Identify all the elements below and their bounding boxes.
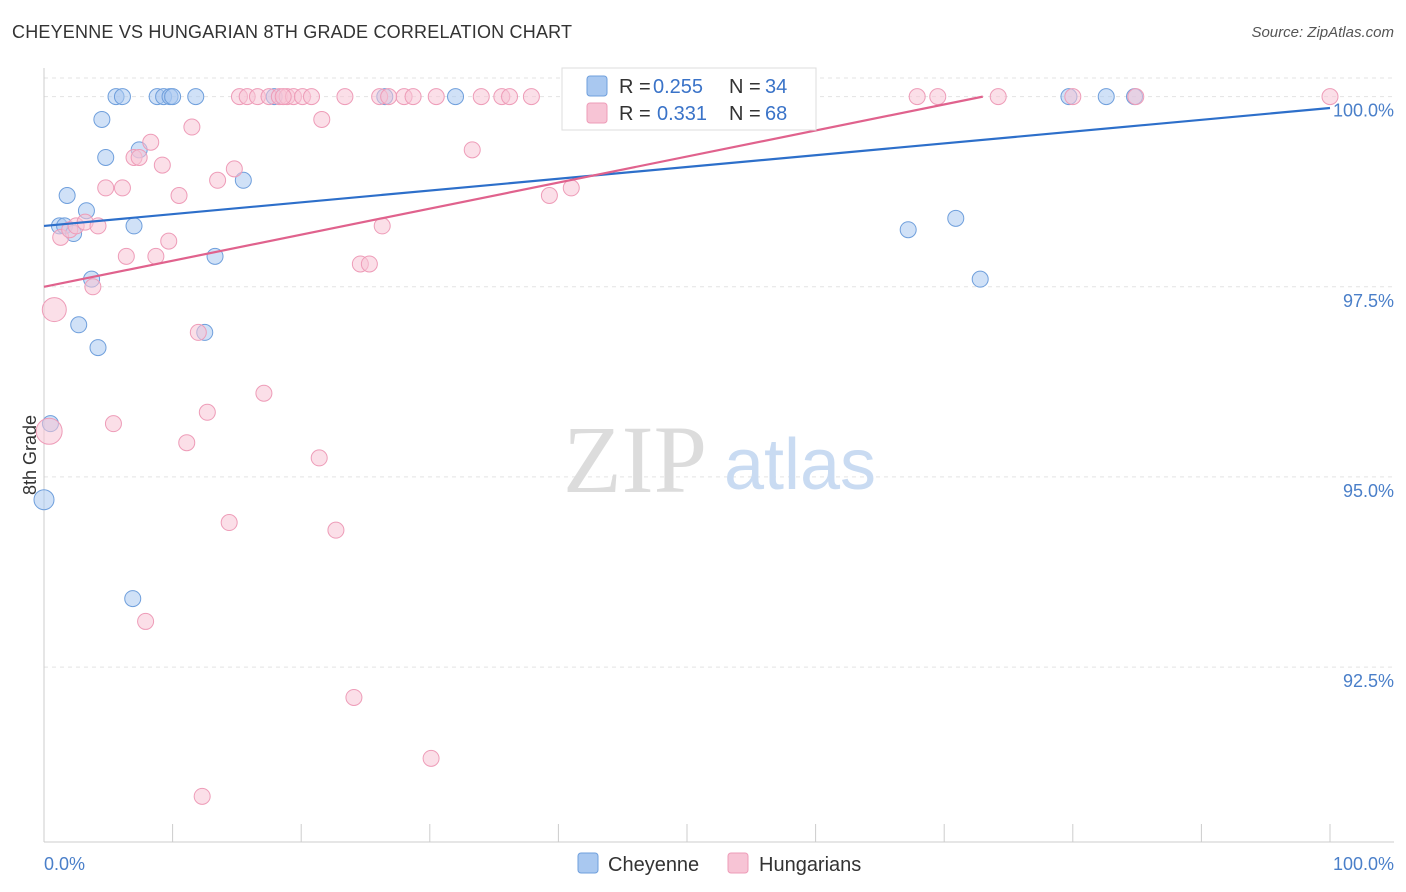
point-hungarians <box>220 514 238 532</box>
point-hungarians <box>84 278 102 296</box>
point-hungarians <box>327 521 345 539</box>
axes <box>43 68 1394 843</box>
point-hungarians <box>209 171 227 189</box>
point-cheyenne <box>58 186 76 204</box>
point-hungarians <box>255 384 273 402</box>
gridlines <box>44 77 1394 668</box>
point-hungarians <box>929 88 947 106</box>
stats-legend: R = 0.255 N = 34 R = 0.331 N = 68 <box>561 67 817 131</box>
watermark: ZIP atlas <box>563 406 876 513</box>
point-hungarians <box>472 88 490 106</box>
point-cheyenne <box>971 270 989 288</box>
legend-r-value-1: 0.255 <box>653 76 703 98</box>
chart-source: Source: ZipAtlas.com <box>1251 24 1394 41</box>
legend-swatch-hungarians <box>586 102 608 124</box>
point-hungarians <box>189 323 207 341</box>
point-cheyenne <box>187 88 205 106</box>
point-cheyenne <box>70 316 88 334</box>
point-cheyenne <box>164 88 182 106</box>
point-hungarians <box>35 417 63 445</box>
point-cheyenne <box>899 221 917 239</box>
point-cheyenne <box>93 110 111 128</box>
point-cheyenne <box>113 88 131 106</box>
point-hungarians <box>313 110 331 128</box>
data-points <box>33 88 1339 805</box>
legend-r-label-1: R = <box>619 76 651 98</box>
legend-n-label-1: N = <box>729 76 761 98</box>
legend-r-value-2: 0.331 <box>657 103 707 125</box>
point-cheyenne <box>947 209 965 227</box>
point-hungarians <box>1064 88 1082 106</box>
watermark-zip: ZIP <box>563 406 707 513</box>
point-hungarians <box>302 88 320 106</box>
point-hungarians <box>1127 88 1145 106</box>
y-tick-label: 100.0% <box>1333 101 1394 121</box>
point-hungarians <box>137 612 155 630</box>
point-cheyenne <box>97 148 115 166</box>
point-hungarians <box>310 449 328 467</box>
point-hungarians <box>540 186 558 204</box>
point-hungarians <box>225 160 243 178</box>
x-tick-label-max: 100.0% <box>1333 854 1394 874</box>
point-hungarians <box>130 148 148 166</box>
point-hungarians <box>142 133 160 151</box>
legend-n-value-1: 34 <box>765 76 787 98</box>
point-hungarians <box>336 88 354 106</box>
point-hungarians <box>501 88 519 106</box>
point-hungarians <box>178 434 196 452</box>
watermark-atlas: atlas <box>724 425 876 505</box>
point-cheyenne <box>89 339 107 357</box>
series-legend: Cheyenne Hungarians <box>577 852 861 876</box>
point-cheyenne <box>124 590 142 608</box>
legend-swatch-bottom-hungarians <box>727 852 749 874</box>
legend-swatch-cheyenne <box>586 75 608 97</box>
point-hungarians <box>113 179 131 197</box>
point-hungarians <box>104 415 122 433</box>
point-hungarians <box>345 688 363 706</box>
point-hungarians <box>170 186 188 204</box>
point-cheyenne <box>447 88 465 106</box>
chart-title: CHEYENNE VS HUNGARIAN 8TH GRADE CORRELAT… <box>12 22 573 42</box>
point-hungarians <box>153 156 171 174</box>
point-hungarians <box>183 118 201 136</box>
y-axis-label: 8th Grade <box>20 415 40 495</box>
y-tick-labels: 100.0% 97.5% 95.0% 92.5% <box>1333 101 1394 691</box>
y-tick-label: 97.5% <box>1343 291 1394 311</box>
point-hungarians <box>562 179 580 197</box>
point-hungarians <box>274 88 292 106</box>
legend-r-label-2: R = <box>619 103 651 125</box>
y-tick-label: 92.5% <box>1343 671 1394 691</box>
legend-n-value-2: 68 <box>765 103 787 125</box>
point-hungarians <box>160 232 178 250</box>
trend-lines <box>43 95 1331 288</box>
point-hungarians <box>97 179 115 197</box>
point-hungarians <box>380 88 398 106</box>
point-hungarians <box>404 88 422 106</box>
point-hungarians <box>360 255 378 273</box>
point-hungarians <box>989 88 1007 106</box>
point-cheyenne <box>1097 88 1115 106</box>
point-hungarians <box>427 88 445 106</box>
point-hungarians <box>522 88 540 106</box>
legend-swatch-bottom-cheyenne <box>577 852 599 874</box>
trend-line-hungarians <box>43 95 983 288</box>
point-hungarians <box>1321 88 1339 106</box>
point-hungarians <box>463 141 481 159</box>
point-hungarians <box>908 88 926 106</box>
point-hungarians <box>193 787 211 805</box>
legend-name-hungarians: Hungarians <box>759 854 861 876</box>
point-hungarians <box>117 247 135 265</box>
point-hungarians <box>422 749 440 767</box>
point-cheyenne <box>125 217 143 235</box>
y-tick-label: 95.0% <box>1343 481 1394 501</box>
point-cheyenne <box>33 489 55 511</box>
point-hungarians <box>41 297 67 323</box>
legend-n-label-2: N = <box>729 103 761 125</box>
point-hungarians <box>198 403 216 421</box>
x-tick-label-min: 0.0% <box>44 854 85 874</box>
trend-line-cheyenne <box>43 106 1331 228</box>
point-cheyenne <box>234 171 252 189</box>
legend-name-cheyenne: Cheyenne <box>608 854 699 876</box>
